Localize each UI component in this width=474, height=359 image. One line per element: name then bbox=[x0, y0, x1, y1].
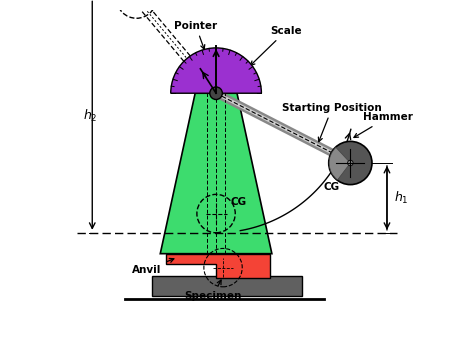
Text: Pointer: Pointer bbox=[174, 21, 218, 49]
Text: $h_1$: $h_1$ bbox=[394, 190, 409, 206]
Text: CG: CG bbox=[230, 197, 246, 207]
Polygon shape bbox=[160, 93, 272, 254]
Circle shape bbox=[329, 141, 372, 185]
Wedge shape bbox=[171, 48, 262, 93]
Circle shape bbox=[347, 160, 353, 166]
Text: Anvil: Anvil bbox=[132, 258, 174, 275]
Text: End of
Swing: End of Swing bbox=[0, 358, 1, 359]
Text: Scale: Scale bbox=[250, 26, 302, 65]
Text: Hammer: Hammer bbox=[354, 112, 412, 137]
Text: Starting Position: Starting Position bbox=[283, 103, 382, 142]
Circle shape bbox=[210, 87, 222, 99]
Text: $h_2$: $h_2$ bbox=[83, 107, 98, 123]
Text: CG: CG bbox=[323, 182, 340, 192]
Polygon shape bbox=[152, 276, 301, 295]
Wedge shape bbox=[329, 148, 350, 180]
Text: Specimen: Specimen bbox=[184, 280, 241, 301]
Polygon shape bbox=[165, 254, 270, 278]
